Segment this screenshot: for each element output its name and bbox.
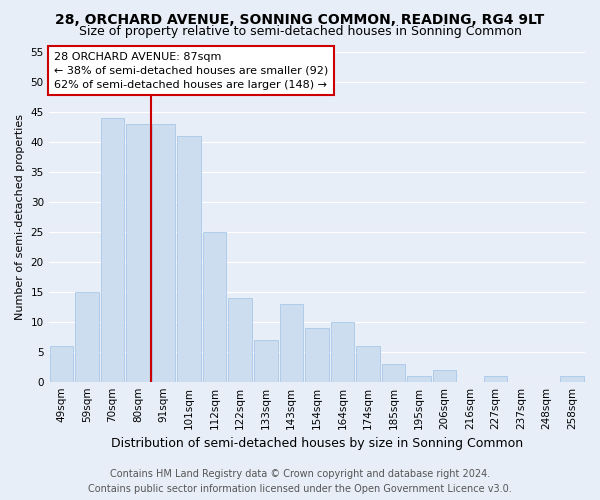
Text: Size of property relative to semi-detached houses in Sonning Common: Size of property relative to semi-detach…: [79, 25, 521, 38]
X-axis label: Distribution of semi-detached houses by size in Sonning Common: Distribution of semi-detached houses by …: [111, 437, 523, 450]
Bar: [50, 346, 73, 382]
Bar: [152, 124, 175, 382]
Bar: [560, 376, 584, 382]
Bar: [101, 118, 124, 382]
Bar: [229, 298, 252, 382]
Bar: [75, 292, 99, 382]
Text: 28 ORCHARD AVENUE: 87sqm
← 38% of semi-detached houses are smaller (92)
62% of s: 28 ORCHARD AVENUE: 87sqm ← 38% of semi-d…: [54, 52, 328, 90]
Text: 28, ORCHARD AVENUE, SONNING COMMON, READING, RG4 9LT: 28, ORCHARD AVENUE, SONNING COMMON, READ…: [55, 12, 545, 26]
Text: Contains HM Land Registry data © Crown copyright and database right 2024.
Contai: Contains HM Land Registry data © Crown c…: [88, 469, 512, 494]
Y-axis label: Number of semi-detached properties: Number of semi-detached properties: [15, 114, 25, 320]
Bar: [280, 304, 303, 382]
Bar: [331, 322, 354, 382]
Bar: [254, 340, 278, 382]
Bar: [305, 328, 329, 382]
Bar: [433, 370, 456, 382]
Bar: [178, 136, 201, 382]
Bar: [127, 124, 150, 382]
Bar: [407, 376, 431, 382]
Bar: [484, 376, 508, 382]
Bar: [382, 364, 405, 382]
Bar: [356, 346, 380, 382]
Bar: [203, 232, 226, 382]
